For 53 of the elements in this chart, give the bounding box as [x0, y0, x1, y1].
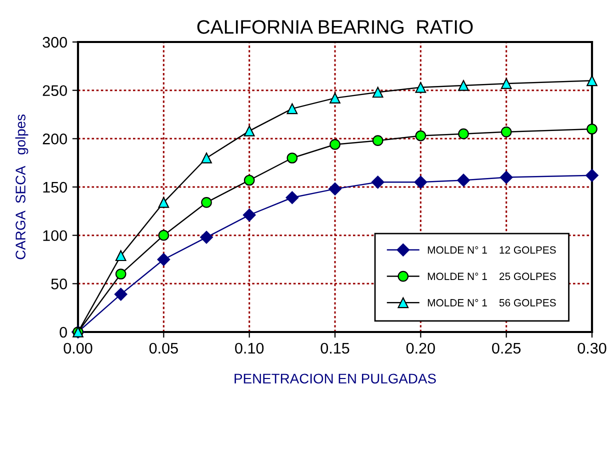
point [158, 230, 170, 241]
legend-label: MOLDE N° 1 25 GOLPES [428, 272, 556, 280]
point [415, 82, 426, 93]
point [244, 174, 255, 186]
y-tick-label: 200 [42, 134, 67, 144]
y-tick-label: 250 [42, 85, 67, 96]
point [201, 197, 212, 208]
point [114, 288, 128, 301]
point [330, 139, 340, 150]
point [286, 191, 299, 204]
legend-label: MOLDE N° 1 12 GOLPES [428, 246, 556, 254]
point [371, 176, 384, 189]
point [458, 80, 469, 91]
chart-title: CALIFORNIA BEARING RATIO [197, 20, 473, 34]
point [201, 152, 212, 164]
point [458, 128, 469, 140]
point [244, 126, 255, 136]
x-tick-label: 0.20 [406, 342, 435, 354]
x-tick-label: 0.25 [492, 342, 521, 354]
point [500, 78, 512, 89]
point [286, 152, 298, 164]
point [586, 168, 598, 182]
point [457, 174, 470, 187]
x-tick-label: 0.10 [235, 342, 264, 354]
point [372, 135, 384, 146]
x-axis-title: PENETRACION EN PULGADAS [234, 374, 436, 384]
point [330, 92, 340, 104]
point [242, 208, 256, 222]
point [328, 182, 342, 196]
point [586, 124, 598, 134]
y-tick-label: 0 [60, 326, 67, 338]
point [415, 130, 426, 142]
point [200, 230, 213, 244]
x-tick-label: 0.30 [578, 342, 606, 354]
y-tick-label: 100 [43, 230, 67, 242]
x-tick-label: 0.15 [320, 342, 350, 354]
y-tick-label: 300 [42, 36, 67, 48]
point [500, 170, 513, 184]
y-tick-label: 50 [51, 278, 67, 290]
point [372, 86, 384, 98]
point [157, 253, 170, 266]
x-tick-label: 0.00 [64, 342, 92, 354]
point [586, 75, 598, 86]
point [286, 103, 298, 114]
legend-label: MOLDE N° 1 56 GOLPES [428, 299, 556, 306]
point [500, 126, 512, 138]
point [115, 268, 126, 280]
point [158, 197, 170, 208]
point [115, 250, 126, 262]
y-tick-label: 150 [43, 182, 67, 193]
x-tick-label: 0.05 [149, 342, 178, 354]
y-axis-title: CARGA SECA golpes [15, 114, 28, 260]
point [414, 176, 428, 189]
